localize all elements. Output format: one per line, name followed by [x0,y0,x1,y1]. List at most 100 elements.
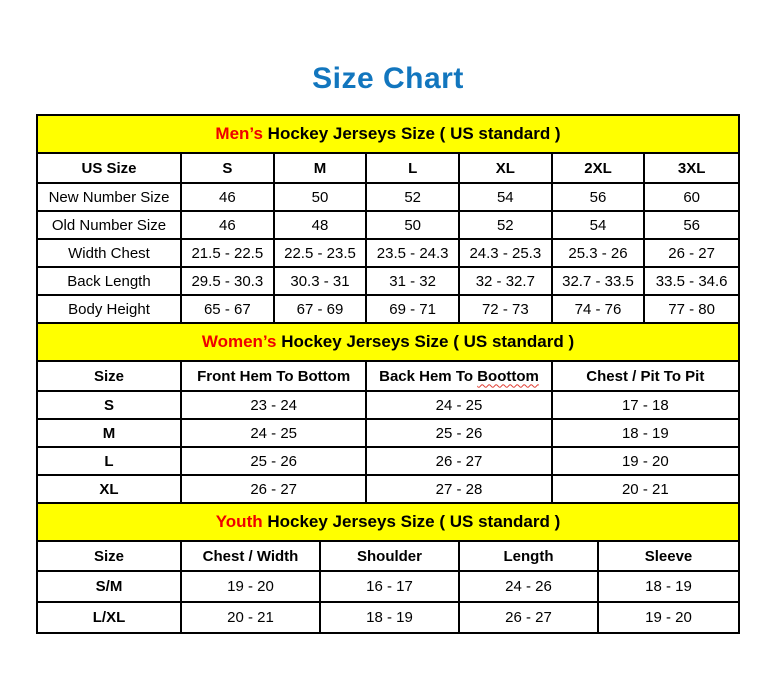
value-cell: 17 - 18 [621,396,669,414]
band-highlight-word: Men’s [215,124,263,143]
value-cell: 24 - 26 [460,572,599,601]
value-cell: 50 [275,184,368,210]
column-header: Chest / Pit To Pit [586,367,705,385]
value-cell: 19 - 20 [621,452,669,470]
column-header: 2XL [553,154,646,182]
value-cell: 25.3 - 26 [553,240,646,266]
value-cell: 67 - 69 [275,296,368,322]
value-cell: 27 - 28 [367,476,553,502]
header-row: US Size S M L XL 2XL 3XL [38,154,738,184]
band-highlight-word: Women’s [201,332,277,351]
value-cell: 18 - 19 [621,424,669,442]
value-cell: 22.5 - 23.5 [275,240,368,266]
value-cell: 26 - 27 [668,244,715,262]
value-cell: 19 - 20 [645,609,692,626]
value-cell: 48 [275,212,368,238]
column-header: 3XL [677,159,706,177]
row-label: XL [38,476,182,502]
misspelled-word: Boottom [477,367,539,385]
table-row: M 24 - 25 25 - 26 18 - 19 [38,420,738,448]
table-row: L 25 - 26 26 - 27 19 - 20 [38,448,738,476]
value-cell: 20 - 21 [182,603,321,632]
column-header: L [367,154,460,182]
band-highlight-word: Youth [215,512,263,531]
value-cell: 23 - 24 [182,392,368,418]
band-text: Hockey Jerseys Size ( US standard ) [262,512,561,531]
band-text: Hockey Jerseys Size ( US standard ) [262,124,561,143]
size-chart-table: Men’s Hockey Jerseys Size ( US standard … [36,114,740,634]
value-cell: 26 - 27 [367,448,553,474]
table-row: XL 26 - 27 27 - 28 20 - 21 [38,476,738,504]
section-youth: Youth Hockey Jerseys Size ( US standard … [38,504,738,632]
table-row: Width Chest 21.5 - 22.5 22.5 - 23.5 23.5 - … [38,240,738,268]
column-header: Size [38,542,182,570]
value-cell: 23.5 - 24.3 [367,240,460,266]
row-label: L [38,448,182,474]
column-header: XL [460,154,553,182]
value-cell: 31 - 32 [367,268,460,294]
value-cell: 21.5 - 22.5 [182,240,275,266]
row-label: New Number Size [38,184,182,210]
value-cell: 50 [367,212,460,238]
row-label: Old Number Size [38,212,182,238]
section-womens: Women’s Hockey Jerseys Size ( US standar… [38,324,738,504]
row-label: S [38,392,182,418]
column-header: Sleeve [644,547,693,565]
value-cell: 32.7 - 33.5 [553,268,646,294]
table-row: S/M 19 - 20 16 - 17 24 - 26 18 - 19 [38,572,738,603]
row-label: M [38,420,182,446]
value-cell: 33.5 - 34.6 [655,272,728,290]
row-label: Body Height [38,296,182,322]
row-label: Width Chest [38,240,182,266]
table-row: L/XL 20 - 21 18 - 19 26 - 27 19 - 20 [38,603,738,632]
column-header: Back Hem To Boottom [367,362,553,390]
value-cell: 19 - 20 [182,572,321,601]
value-cell: 20 - 21 [621,480,669,498]
value-cell: 24.3 - 25.3 [460,240,553,266]
table-row: Back Length 29.5 - 30.3 30.3 - 31 31 - 32 32… [38,268,738,296]
value-cell: 25 - 26 [367,420,553,446]
value-cell: 56 [553,184,646,210]
section-band-womens: Women’s Hockey Jerseys Size ( US standar… [38,324,738,362]
value-cell: 72 - 73 [460,296,553,322]
table-row: S 23 - 24 24 - 25 17 - 18 [38,392,738,420]
table-row: Old Number Size 46 48 50 52 54 56 [38,212,738,240]
column-header: US Size [38,154,182,182]
value-cell: 56 [683,216,700,234]
value-cell: 77 - 80 [668,300,715,318]
value-cell: 52 [460,212,553,238]
page-title: Size Chart [312,62,464,95]
value-cell: 26 - 27 [460,603,599,632]
value-cell: 54 [460,184,553,210]
column-header: Shoulder [321,542,460,570]
value-cell: 30.3 - 31 [275,268,368,294]
section-band-mens: Men’s Hockey Jerseys Size ( US standard … [38,116,738,154]
value-cell: 46 [182,184,275,210]
value-cell: 74 - 76 [553,296,646,322]
value-cell: 16 - 17 [321,572,460,601]
value-cell: 26 - 27 [182,476,368,502]
value-cell: 24 - 25 [182,420,368,446]
column-header: Length [460,542,599,570]
row-label: S/M [38,572,182,601]
value-cell: 52 [367,184,460,210]
row-label: Back Length [38,268,182,294]
column-header: S [182,154,275,182]
band-text: Hockey Jerseys Size ( US standard ) [276,332,575,351]
value-cell: 69 - 71 [367,296,460,322]
value-cell: 32 - 32.7 [460,268,553,294]
value-cell: 46 [182,212,275,238]
value-cell: 18 - 19 [645,578,692,595]
value-cell: 65 - 67 [182,296,275,322]
column-header: M [275,154,368,182]
header-row: Size Front Hem To Bottom Back Hem To Boott… [38,362,738,392]
table-row: New Number Size 46 50 52 54 56 60 [38,184,738,212]
value-cell: 18 - 19 [321,603,460,632]
column-header-text: Back Hem To [379,367,478,385]
column-header: Size [38,362,182,390]
value-cell: 24 - 25 [367,392,553,418]
value-cell: 54 [553,212,646,238]
column-header: Front Hem To Bottom [182,362,368,390]
value-cell: 29.5 - 30.3 [182,268,275,294]
